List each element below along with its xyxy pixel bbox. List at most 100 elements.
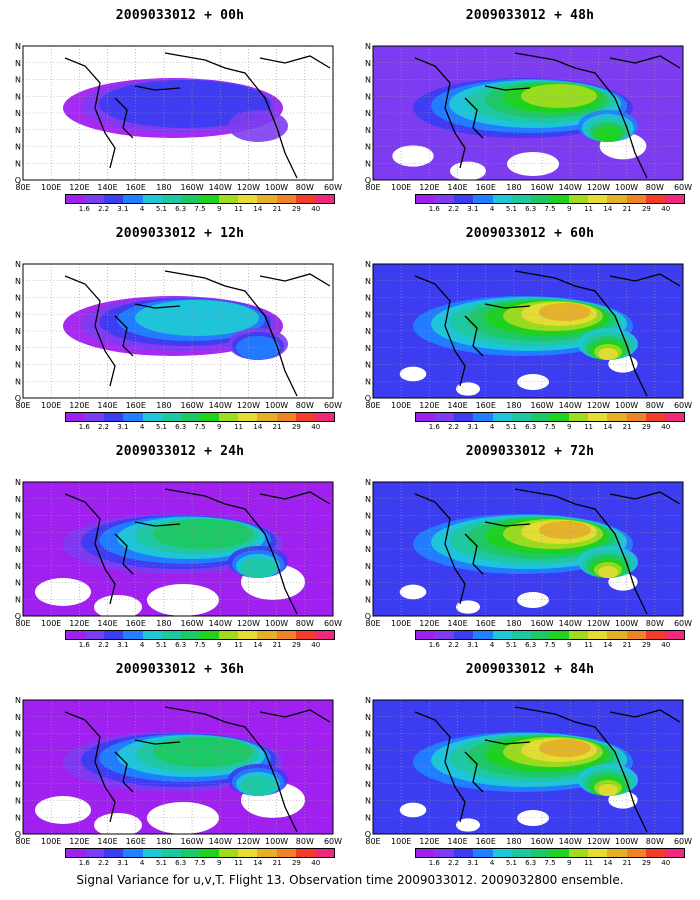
lat-tick-label: 60N (15, 76, 21, 85)
lon-tick-label: 160W (530, 183, 553, 192)
lat-tick-label: 50N (15, 310, 21, 319)
lon-tick-label: 60W (674, 183, 692, 192)
colorbar-swatch (257, 413, 277, 421)
colorbar-swatch (199, 413, 220, 421)
colorbar-swatch (161, 631, 181, 639)
colorbar-label: 5.1 (155, 641, 167, 649)
lat-tick-label: 40N (15, 327, 21, 336)
colorbar-swatch (588, 849, 608, 857)
lon-tick-label: 140W (209, 619, 232, 628)
lat-tick-label: 70N (15, 59, 21, 68)
lat-tick-label: 10N (15, 595, 21, 604)
colorbar-label: 3.1 (467, 859, 479, 867)
colorbar-swatch (66, 195, 86, 203)
lon-tick-label: 80W (646, 619, 664, 628)
panel-title: 2009033012 + 60h (465, 226, 595, 241)
colorbar-label: 5.1 (155, 423, 167, 431)
colorbar: 1.6 2.2 3.1 4 5.1 6.3 7.5 9 11 14 21 29 40 (415, 630, 685, 654)
colorbar-label: 21 (272, 205, 282, 213)
variance-map: 80N 70N 60N 50N 40N 30N 20N 10N EQ80E 100E 120E 140… (15, 696, 342, 846)
colorbar-swatch (238, 849, 258, 857)
colorbar-label: 29 (291, 205, 301, 213)
colorbar-swatch (104, 195, 124, 203)
lat-tick-label: 30N (365, 126, 371, 135)
panel-title: 2009033012 + 24h (115, 444, 245, 459)
lon-tick-label: 140E (447, 837, 467, 846)
lat-tick-label: 70N (365, 277, 371, 286)
lon-tick-label: 120E (419, 837, 439, 846)
lon-tick-label: 140E (97, 619, 117, 628)
lon-tick-label: 80W (646, 401, 664, 410)
colorbar-label: 14 (603, 423, 613, 431)
map-panel: 2009033012 + 12h 80N 70N 60N 50N 40N 30N 20N 10N… (15, 226, 345, 436)
map-panel: 2009033012 + 24h 80N 70N 60N 50N 40N 30N 20N 10N… (15, 444, 345, 654)
colorbar-label: 9 (217, 641, 222, 649)
lat-tick-label: 10N (365, 377, 371, 386)
colorbar-label: 11 (234, 641, 244, 649)
lon-tick-label: 160W (180, 183, 203, 192)
lon-tick-label: 100E (41, 183, 61, 192)
lat-tick-label: 40N (365, 109, 371, 118)
lat-tick-label: 20N (15, 143, 21, 152)
colorbar-label: 9 (217, 859, 222, 867)
colorbar-swatch (569, 413, 589, 421)
lat-tick-label: 30N (15, 344, 21, 353)
lon-tick-label: 140E (447, 183, 467, 192)
colorbar-swatch (530, 849, 550, 857)
colorbar-label: 1.6 (428, 205, 440, 213)
colorbar-swatch (104, 631, 124, 639)
colorbar-label: 11 (584, 859, 594, 867)
colorbar-label: 6.3 (175, 641, 187, 649)
lat-tick-label: EQ (365, 612, 371, 621)
colorbar-swatch (435, 849, 455, 857)
lon-tick-label: 80W (646, 183, 664, 192)
lon-tick-label: 180 (506, 183, 521, 192)
lat-tick-label: 20N (15, 361, 21, 370)
colorbar-label: 29 (291, 423, 301, 431)
lat-tick-label: 60N (365, 730, 371, 739)
colorbar-swatch (180, 413, 200, 421)
colorbar-swatch (123, 195, 143, 203)
lon-tick-label: 120W (587, 619, 610, 628)
lon-tick-label: 160E (476, 619, 496, 628)
colorbar-swatch (314, 849, 334, 857)
lon-tick-label: 180 (156, 837, 171, 846)
colorbar-swatch (104, 849, 124, 857)
colorbar-swatch (645, 631, 665, 639)
colorbar-label: 40 (311, 859, 321, 867)
colorbar: 1.6 2.2 3.1 4 5.1 6.3 7.5 9 11 14 21 29 40 (415, 194, 685, 218)
lon-tick-label: 100E (391, 401, 411, 410)
lat-tick-label: 20N (365, 797, 371, 806)
colorbar-label: 6.3 (175, 423, 187, 431)
lat-tick-label: 40N (15, 545, 21, 554)
colorbar-swatch (180, 849, 200, 857)
colorbar-swatch (664, 413, 684, 421)
lon-tick-label: 160E (126, 401, 146, 410)
colorbar-label: 14 (253, 641, 263, 649)
colorbar-swatch (492, 631, 512, 639)
colorbar-label: 40 (661, 205, 671, 213)
colorbar-label: 7.5 (194, 205, 206, 213)
colorbar-swatch (435, 631, 455, 639)
colorbar-label: 1.6 (78, 205, 90, 213)
lat-tick-label: 50N (365, 92, 371, 101)
colorbar-swatch (588, 413, 608, 421)
colorbar-label: 3.1 (117, 423, 129, 431)
lon-tick-label: 160E (476, 837, 496, 846)
colorbar-swatch (276, 849, 296, 857)
colorbar-swatch (549, 195, 570, 203)
colorbar-label: 7.5 (544, 641, 556, 649)
lat-tick-label: 30N (15, 562, 21, 571)
lat-tick-label: 60N (15, 294, 21, 303)
lon-tick-label: 100W (265, 837, 288, 846)
map-panel: 2009033012 + 84h 80N 70N 60N 50N 40N 30N 20N 10N… (365, 662, 695, 872)
lon-tick-label: 160E (126, 619, 146, 628)
lon-tick-label: 140W (209, 837, 232, 846)
colorbar-swatch (276, 195, 296, 203)
colorbar-label: 4 (139, 859, 145, 867)
lat-tick-label: 20N (365, 361, 371, 370)
lon-tick-label: 120W (587, 401, 610, 410)
lat-tick-label: 10N (15, 377, 21, 386)
colorbar-label: 7.5 (544, 205, 556, 213)
colorbar-label: 4 (489, 205, 495, 213)
